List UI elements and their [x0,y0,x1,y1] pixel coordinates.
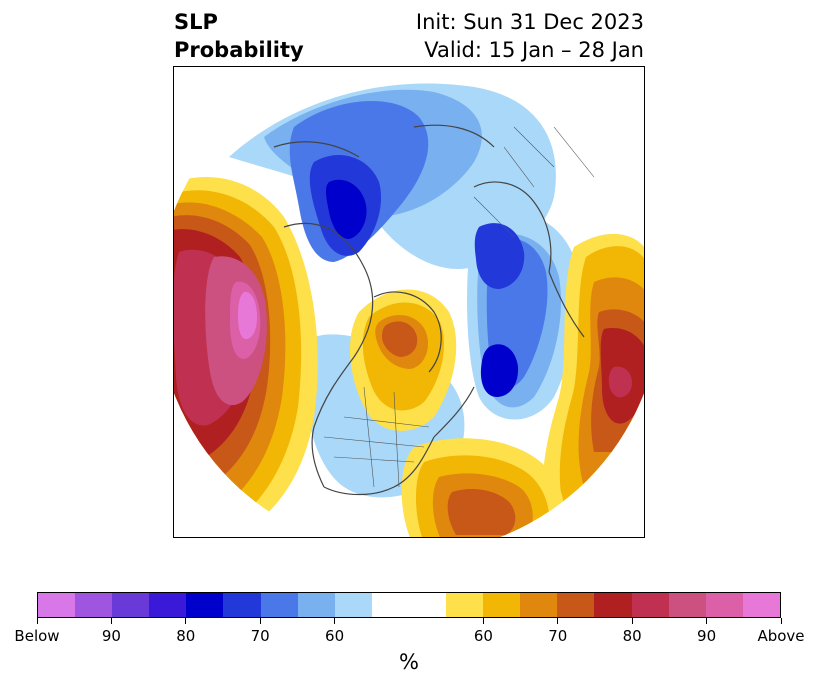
colorbar [37,592,781,618]
colorbar-segment [557,593,595,617]
colorbar-segment [75,593,113,617]
colorbar-segment [705,593,743,617]
colorbar-tick-label: 90 [101,627,121,645]
colorbar-segment [149,593,187,617]
forecast-dates: Init: Sun 31 Dec 2023 Valid: 15 Jan – 28… [416,8,644,64]
colorbar-tick [557,618,559,624]
colorbar-segment [260,593,298,617]
political-borders [323,126,595,488]
colorbar-segment [668,593,706,617]
western-atlantic-above-zone [401,438,565,537]
colorbar-tick [185,618,187,624]
colorbar-tick-label: 70 [250,627,270,645]
probability-map [174,67,644,537]
colorbar-segment [371,593,409,617]
colorbar-tick-label: Below [14,627,60,645]
colorbar-tick [706,618,708,624]
map-panel [173,66,645,538]
colorbar-tick [631,618,633,624]
colorbar-segment [483,593,521,617]
colorbar-tick-label: 60 [325,627,345,645]
colorbar-unit: % [399,650,419,674]
colorbar-segment [38,593,76,617]
colorbar-segment [334,593,372,617]
valid-date-range: Valid: 15 Jan – 28 Jan [424,38,644,62]
north-pacific-above-zone [174,177,318,537]
colorbar-segment [446,593,484,617]
colorbar-segment [631,593,669,617]
colorbar-tick [259,618,261,624]
colorbar-tick [334,618,336,624]
colorbar-tick [780,618,782,624]
colorbar-tick-label: 80 [176,627,196,645]
greenland-above-zone [349,289,457,431]
colorbar-segment [742,593,780,617]
colorbar-segment [112,593,150,617]
colorbar-tick-label: 60 [473,627,493,645]
below-core-zone [309,154,525,397]
colorbar-segment [297,593,335,617]
colorbar-tick-label: 70 [548,627,568,645]
colorbar-segment [223,593,261,617]
colorbar-segment [186,593,224,617]
colorbar-tick-label: Above [757,627,805,645]
colorbar-tick-label: 80 [622,627,642,645]
title-variable: SLP [174,10,218,34]
colorbar-segment [408,593,447,617]
coastlines [273,124,585,496]
colorbar-tick [36,618,38,624]
title-quantity: Probability [174,38,304,62]
colorbar-segment [520,593,558,617]
map-title: SLP Probability [174,8,304,64]
map-disc [174,67,644,537]
init-date: Init: Sun 31 Dec 2023 [415,10,644,34]
colorbar-segment [594,593,632,617]
colorbar-tick [110,618,112,624]
colorbar-tick [482,618,484,624]
colorbar-tick-label: 90 [697,627,717,645]
